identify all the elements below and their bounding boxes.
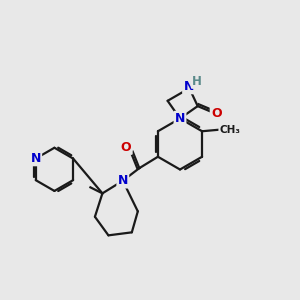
- Text: O: O: [211, 107, 221, 120]
- Text: N: N: [183, 80, 194, 93]
- Text: CH₃: CH₃: [220, 125, 241, 135]
- Text: H: H: [192, 75, 202, 88]
- Text: N: N: [31, 152, 41, 165]
- Text: N: N: [118, 174, 128, 187]
- Text: N: N: [175, 112, 185, 125]
- Text: O: O: [121, 141, 131, 154]
